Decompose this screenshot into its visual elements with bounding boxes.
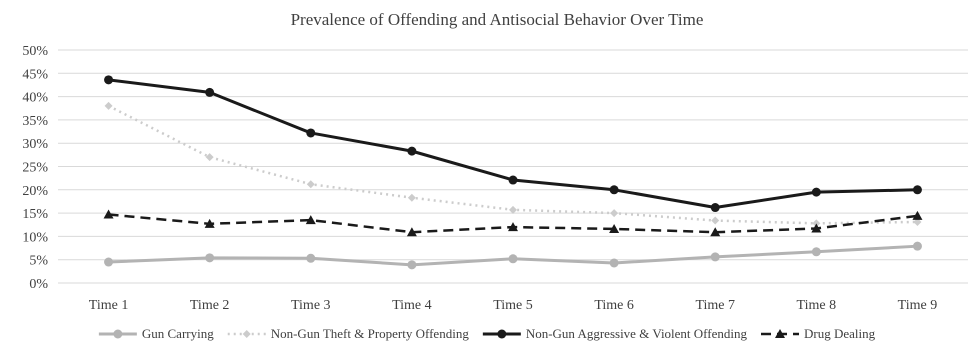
data-point — [609, 223, 620, 233]
y-tick-label: 25% — [22, 161, 48, 176]
data-point — [609, 185, 619, 195]
data-point — [406, 227, 417, 237]
y-tick-label: 45% — [22, 67, 48, 82]
legend-item: Non-Gun Theft & Property Offending — [227, 326, 470, 341]
series-lines — [103, 75, 923, 270]
data-point — [407, 193, 416, 202]
data-point — [812, 219, 821, 228]
y-tick-label: 0% — [29, 277, 48, 292]
legend-label: Gun Carrying — [142, 326, 214, 341]
data-point — [912, 210, 923, 220]
y-tick-label: 5% — [29, 254, 48, 269]
data-point — [609, 258, 619, 268]
y-tick-label: 40% — [22, 91, 48, 106]
data-point — [103, 209, 114, 219]
data-point — [205, 253, 215, 263]
data-point — [204, 218, 215, 228]
x-tick-label: Time 7 — [695, 298, 735, 313]
y-tick-label: 50% — [22, 44, 48, 59]
y-axis-tick-labels: 0% 5% 10% 15% 20% 25% 30% 35% 40% 45% 50% — [22, 44, 48, 292]
chart-title: Prevalence of Offending and Antisocial B… — [291, 10, 704, 29]
y-tick-label: 20% — [22, 184, 48, 199]
data-point — [508, 222, 518, 232]
x-axis-tick-labels: Time 1 Time 2 Time 3 Time 4 Time 5 Time 6 Time… — [89, 298, 937, 313]
data-point — [306, 253, 316, 263]
y-tick-label: 15% — [22, 207, 48, 222]
x-tick-label: Time 9 — [898, 298, 938, 313]
x-tick-label: Time 2 — [190, 298, 230, 313]
data-point — [811, 247, 821, 257]
data-point — [113, 329, 123, 339]
data-point — [104, 101, 113, 110]
x-tick-label: Time 4 — [392, 298, 432, 313]
x-tick-label: Time 3 — [291, 298, 331, 313]
data-point — [508, 254, 518, 264]
y-tick-label: 30% — [22, 137, 48, 152]
x-tick-label: Time 5 — [493, 298, 533, 313]
data-point — [912, 185, 922, 195]
data-point — [711, 216, 720, 225]
data-point — [306, 180, 315, 189]
data-point — [710, 227, 721, 237]
data-point — [610, 209, 619, 218]
legend-label: Drug Dealing — [804, 326, 876, 341]
series-2 — [104, 75, 922, 213]
data-point — [407, 146, 417, 156]
data-point — [205, 153, 214, 162]
data-point — [710, 252, 720, 262]
series-line — [107, 104, 918, 225]
legend-item: Non-Gun Aggressive & Violent Offending — [482, 326, 748, 341]
legend-label: Non-Gun Theft & Property Offending — [271, 326, 470, 341]
data-point — [497, 329, 507, 339]
data-point — [811, 187, 821, 197]
data-point — [104, 257, 114, 267]
y-tick-label: 35% — [22, 114, 48, 129]
data-point — [305, 215, 316, 225]
gridlines — [58, 49, 968, 284]
x-tick-label: Time 8 — [797, 298, 837, 313]
legend-item: Gun Carrying — [98, 326, 214, 341]
legend-label: Non-Gun Aggressive & Violent Offending — [526, 326, 748, 341]
series-0 — [104, 241, 922, 270]
x-tick-label: Time 6 — [594, 298, 634, 313]
series-1 — [104, 101, 922, 228]
data-point — [242, 330, 251, 338]
data-point — [913, 217, 922, 226]
x-tick-label: Time 1 — [89, 298, 129, 313]
data-point — [710, 203, 720, 213]
legend-item: Drug Dealing — [761, 326, 876, 341]
data-point — [509, 205, 517, 214]
data-point — [205, 87, 215, 97]
data-point — [407, 260, 417, 270]
legend: Gun Carrying Non-Gun Theft & Property Off… — [98, 326, 876, 341]
data-point — [912, 241, 922, 251]
y-tick-label: 10% — [22, 230, 48, 245]
data-point — [811, 223, 822, 233]
data-point — [306, 128, 316, 138]
data-point — [104, 75, 114, 85]
series-3 — [103, 209, 923, 237]
data-point — [775, 329, 786, 338]
data-point — [508, 175, 518, 185]
